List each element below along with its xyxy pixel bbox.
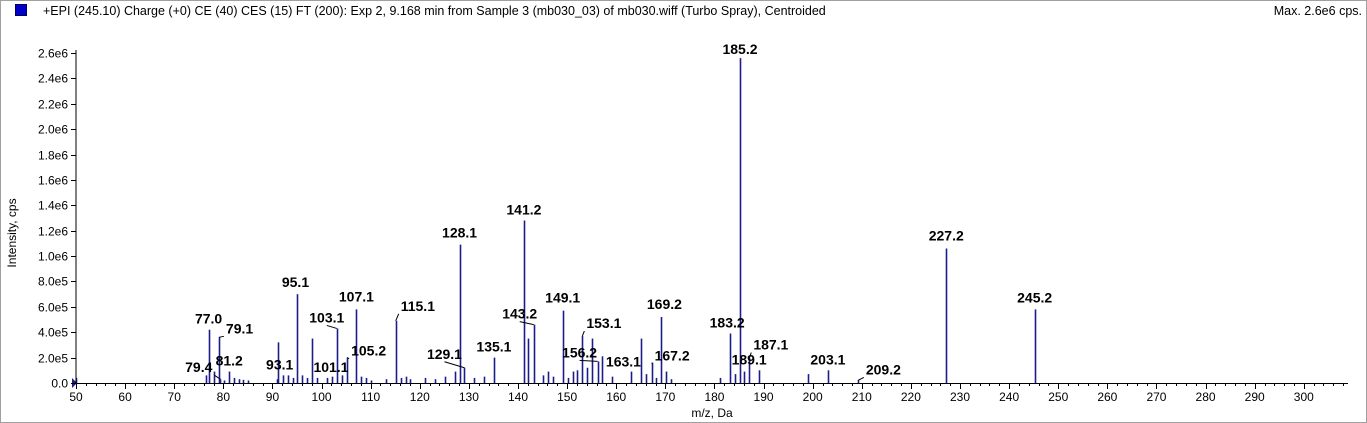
- peak-label: 129.1: [427, 346, 462, 362]
- x-tick-label: 70: [168, 390, 182, 404]
- x-tick-label: 130: [459, 390, 479, 404]
- peak-label: 81.2: [216, 353, 243, 369]
- x-tick-label: 150: [557, 390, 577, 404]
- peak-label: 167.2: [655, 348, 690, 364]
- peak-label-leader: [444, 361, 465, 369]
- peak-label: 163.1: [606, 354, 641, 370]
- x-tick-label: 80: [217, 390, 231, 404]
- peak-labels-layer: 77.079.1 79.4 81.2 93.1 95.1 101.1 103.1 105.2 1…: [185, 41, 1052, 381]
- x-tick-label: 170: [655, 390, 675, 404]
- peak-label: 95.1: [282, 274, 309, 290]
- max-intensity-label: Max. 2.6e6 cps.: [1273, 4, 1362, 18]
- x-tick-label: 200: [803, 390, 823, 404]
- y-tick-label: 2.0e5: [38, 352, 68, 366]
- peak-label-leader: [218, 335, 225, 338]
- x-tick-label: 300: [1294, 390, 1314, 404]
- peak-label: 77.0: [195, 311, 222, 327]
- peak-label: 135.1: [476, 339, 511, 355]
- peak-label: 183.2: [710, 315, 745, 331]
- peak-label-leader: [395, 313, 400, 322]
- peak-label-leader: [579, 359, 598, 362]
- y-tick-label: 1.6e6: [38, 174, 68, 188]
- y-tick-label: 1.0e6: [38, 250, 68, 264]
- x-axis-title: m/z, Da: [691, 406, 733, 420]
- y-tick-label: 1.4e6: [38, 199, 68, 213]
- peak-label: 185.2: [722, 41, 757, 57]
- peak-label-leader: [519, 321, 534, 326]
- peak-label: 105.2: [351, 343, 386, 359]
- peak-label: 153.1: [586, 315, 621, 331]
- x-tick-label: 60: [118, 390, 132, 404]
- y-tick-label: 1.8e6: [38, 149, 68, 163]
- x-tick-label: 110: [361, 390, 380, 404]
- peak-label: 227.2: [929, 227, 964, 243]
- peak-label: 209.2: [866, 361, 901, 377]
- peak-label: 245.2: [1017, 289, 1052, 305]
- peak-label: 156.2: [562, 344, 597, 360]
- x-tick-label: 50: [69, 390, 83, 404]
- peak-label: 101.1: [313, 359, 348, 375]
- y-tick-label: 2.2e6: [38, 98, 68, 112]
- peak-label: 115.1: [401, 298, 435, 314]
- peak-label-leader: [748, 352, 752, 358]
- peak-label: 79.1: [226, 320, 253, 336]
- x-tick-label: 290: [1245, 390, 1265, 404]
- peak-label: 107.1: [339, 288, 374, 304]
- peaks-layer: [72, 58, 1037, 388]
- x-tick-label: 240: [999, 390, 1019, 404]
- peak-label-leader: [214, 374, 221, 380]
- x-tick-label: 140: [508, 390, 528, 404]
- x-tick-label: 180: [704, 390, 724, 404]
- x-tick-label: 230: [950, 390, 970, 404]
- y-tick-label: 4.0e5: [38, 326, 68, 340]
- spectrum-title: +EPI (245.10) Charge (+0) CE (40) CES (1…: [43, 4, 826, 18]
- peak-label: 103.1: [309, 309, 344, 325]
- y-tick-label: 8.0e5: [38, 275, 68, 289]
- peak-label: 128.1: [442, 225, 477, 241]
- peak-label-leader: [651, 362, 653, 365]
- x-tick-label: 280: [1196, 390, 1216, 404]
- peak-label: 93.1: [266, 356, 293, 372]
- peak-label-leader: [326, 324, 337, 329]
- peak-label: 79.4: [185, 359, 212, 375]
- peak-label: 189.1: [732, 351, 767, 367]
- x-tick-label: 260: [1097, 390, 1117, 404]
- peak-label: 149.1: [545, 290, 580, 306]
- axes-layer: 50 60 70 80 90 100 110 120 130 140 150 160 170 180 190…: [5, 47, 1348, 420]
- spectrum-header: +EPI (245.10) Charge (+0) CE (40) CES (1…: [1, 1, 1366, 21]
- peak-label: 143.2: [502, 306, 537, 322]
- y-tick-label: 2.6e6: [38, 47, 68, 61]
- x-tick-label: 220: [901, 390, 921, 404]
- y-axis-title: Intensity, cps: [5, 198, 19, 267]
- legend-swatch-icon[interactable]: [15, 4, 27, 16]
- peak-label: 169.2: [647, 296, 682, 312]
- y-tick-label: 2.0e6: [38, 123, 68, 137]
- x-tick-label: 120: [410, 390, 430, 404]
- x-tick-label: 190: [754, 390, 774, 404]
- x-tick-label: 90: [266, 390, 280, 404]
- peak-label: 141.2: [506, 202, 541, 218]
- x-tick-label: 250: [1048, 390, 1068, 404]
- peak-label: 187.1: [753, 337, 788, 353]
- y-tick-label: 1.2e6: [38, 225, 68, 239]
- peak-label-leader: [857, 377, 865, 381]
- x-tick-label: 270: [1146, 390, 1166, 404]
- peak-label: 203.1: [810, 351, 845, 367]
- y-tick-label: 0.0: [51, 377, 68, 391]
- x-tick-label: 160: [606, 390, 626, 404]
- peak-label-leader: [346, 357, 350, 360]
- y-tick-label: 6.0e5: [38, 301, 68, 315]
- y-tick-label: 2.4e6: [38, 72, 68, 86]
- x-tick-label: 100: [312, 390, 332, 404]
- x-tick-label: 210: [852, 390, 872, 404]
- peak-label-leader: [581, 330, 585, 337]
